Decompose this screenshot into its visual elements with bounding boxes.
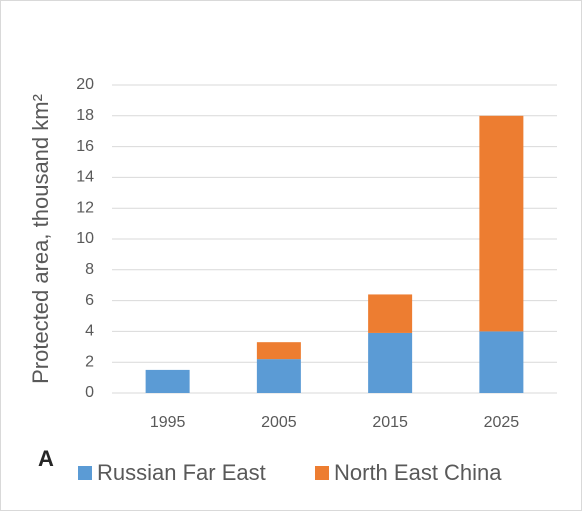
legend-swatch	[78, 466, 92, 480]
y-tick-label: 20	[76, 76, 94, 93]
x-tick-label: 1995	[150, 414, 186, 431]
bar-segment	[145, 369, 190, 393]
y-tick-label: 16	[76, 138, 94, 155]
y-tick-label: 18	[76, 107, 94, 124]
bar-segment	[479, 331, 524, 393]
x-tick-label: 2025	[484, 414, 520, 431]
bar-segment	[256, 359, 301, 393]
x-tick-label: 2005	[261, 414, 297, 431]
y-tick-label: 14	[76, 169, 94, 186]
bar-segment	[479, 115, 524, 332]
y-tick-label: 10	[76, 230, 94, 247]
legend-label: North East China	[334, 460, 502, 485]
x-tick-label: 2015	[372, 414, 408, 431]
bar-segment	[368, 294, 413, 333]
y-tick-label: 8	[85, 261, 94, 278]
y-tick-label: 2	[85, 353, 94, 370]
y-tick-label: 4	[85, 323, 94, 340]
y-tick-label: 6	[85, 292, 94, 309]
legend-swatch	[315, 466, 329, 480]
legend-label: Russian Far East	[97, 460, 266, 485]
y-tick-label: 0	[85, 384, 94, 401]
panel-label: A	[38, 446, 54, 471]
y-tick-label: 12	[76, 199, 94, 216]
bar-segment	[368, 332, 413, 393]
y-axis-label: Protected area, thousand km²	[28, 94, 53, 384]
bar-segment	[256, 342, 301, 360]
